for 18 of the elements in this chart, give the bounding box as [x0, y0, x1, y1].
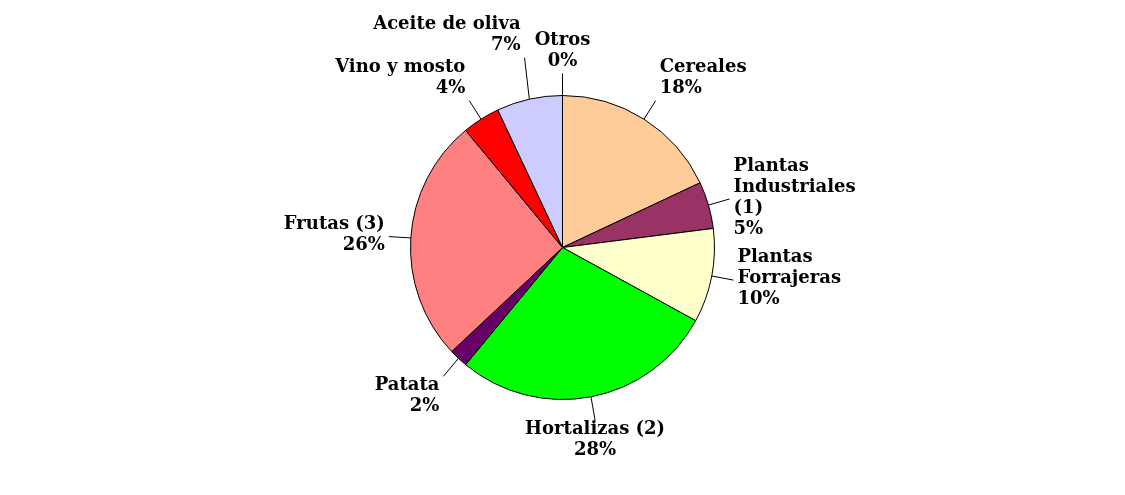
slice-label: Plantas Industriales (1) — [733, 153, 856, 217]
data-label: 28% — [574, 438, 617, 460]
category-label: Otros — [534, 28, 591, 50]
slice-label: Hortalizas (2) — [525, 417, 666, 439]
text: 0% — [547, 49, 578, 71]
data-label: 10% — [737, 287, 780, 309]
data-label: 7% — [490, 33, 521, 55]
slice-label: Patata — [374, 373, 440, 395]
slice-label: Vino y mosto — [334, 55, 466, 77]
data-label: 26% — [342, 233, 385, 255]
slice-label: Plantas Forrajeras — [737, 245, 842, 288]
slice-label: Frutas (3) — [283, 212, 385, 234]
slice-label: Cereales — [659, 55, 747, 77]
data-label: 2% — [409, 394, 440, 416]
data-label: 4% — [435, 76, 466, 98]
data-label: 5% — [733, 216, 764, 238]
slice-label: Aceite de oliva — [372, 12, 521, 34]
data-label: 18% — [659, 76, 702, 98]
